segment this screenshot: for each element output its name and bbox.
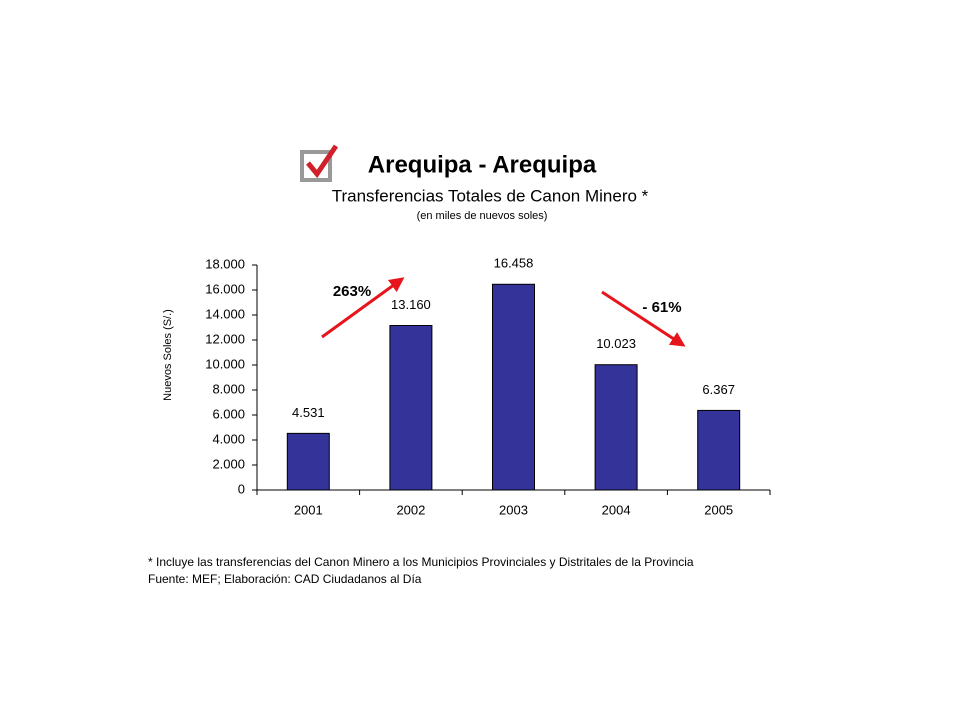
y-tick-label: 8.000 [212, 381, 245, 396]
value-label: 16.458 [494, 256, 534, 271]
bar [492, 283, 535, 491]
chart-subtitle: Transferencias Totales de Canon Minero * [332, 186, 649, 205]
unit-note: (en miles de nuevos soles) [417, 210, 548, 222]
value-label: 6.367 [702, 382, 735, 397]
y-tick-label: 16.000 [205, 281, 245, 296]
value-label: 10.023 [596, 336, 636, 351]
footnote: * Incluye las transferencias del Canon M… [148, 555, 694, 569]
x-tick-label: 2005 [704, 502, 733, 517]
x-tick-label: 2004 [602, 502, 631, 517]
x-tick-label: 2003 [499, 502, 528, 517]
y-tick-label: 14.000 [205, 306, 245, 321]
annotation: 263% [333, 283, 371, 300]
chart-title: Arequipa - Arequipa [368, 151, 597, 178]
y-tick-label: 12.000 [205, 331, 245, 346]
arrow-down [601, 290, 686, 347]
annotation: - 61% [642, 299, 681, 316]
y-tick-label: 0 [238, 481, 245, 496]
footnote: Fuente: MEF; Elaboración: CAD Ciudadanos… [148, 572, 422, 586]
bar [594, 364, 638, 491]
arrow-up [321, 277, 405, 339]
y-tick-label: 6.000 [212, 406, 245, 421]
check-icon [300, 144, 339, 182]
x-tick-label: 2001 [294, 502, 323, 517]
bar [286, 432, 330, 491]
y-tick-label: 2.000 [212, 456, 245, 471]
x-tick-label: 2002 [396, 502, 425, 517]
y-axis-label: Nuevos Soles (S/.) [162, 309, 174, 401]
y-tick-label: 18.000 [205, 256, 245, 271]
y-tick-label: 4.000 [212, 431, 245, 446]
value-label: 4.531 [292, 405, 325, 420]
bar [697, 409, 741, 491]
bar [389, 325, 433, 491]
value-label: 13.160 [391, 297, 431, 312]
y-tick-label: 10.000 [205, 356, 245, 371]
